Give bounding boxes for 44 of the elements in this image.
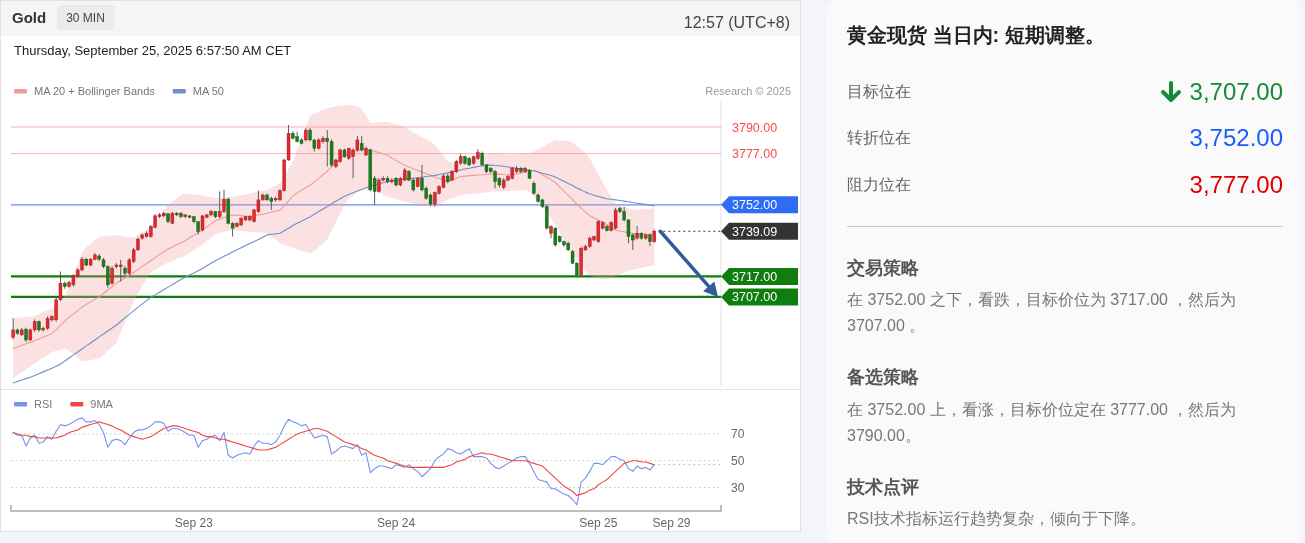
text: 黄金现货 当日内: 短期调整。 [847,23,1105,48]
text: 技术点评 [847,475,919,499]
x-tick-label: Sep 29 [652,516,691,530]
ref-label: 3752.00 [721,196,798,214]
candlestick [11,317,15,340]
text: 在 3752.00 上，看涨，目标价位定在 3777.00 ，然后为 3790.00。 [847,399,1238,446]
text: 交易策略 [847,256,919,280]
candlestick [648,233,652,247]
text: 阻力位在 [847,174,911,195]
x-tick-label: Sep 24 [377,516,416,530]
candlestick [222,189,226,214]
legend-label: 9MA [90,398,114,410]
y-tick-label: 70 [731,427,745,442]
text: 3,777.00 [1189,169,1283,200]
chart-subtitle: Thursday, September 25, 2025 6:57:50 AM CET [14,43,292,58]
candlestick [217,191,222,219]
ref-line-label: 3752.00 [732,198,778,213]
y-tick-label: 50 [731,454,745,469]
ref-label: 3777.00 [732,147,778,162]
ref-line-label: 3717.00 [732,269,778,284]
legend-label: MA 50 [192,85,224,97]
ref-label: 3790.00 [732,120,778,135]
text: 目标位在 [847,81,911,102]
ref-line-label: 3739.09 [732,224,778,239]
text: Research © 2025 [705,85,791,97]
candlestick [635,225,639,241]
ref-line-label: 3707.00 [732,290,778,305]
text: 30 MIN [66,11,105,25]
y-tick-label: 30 [731,480,745,495]
ref-label: 3707.00 [721,288,798,306]
x-tick-label: Sep 25 [579,516,618,530]
legend-label: RSI [34,398,53,410]
text: RSI技术指标运行趋势复杂，倾向于下降。 [847,509,1147,529]
x-tick-label: Sep 23 [174,516,214,530]
candlestick [596,219,601,244]
text: 在 3752.00 之下，看跌，目标价位为 3717.00 ，然后为 3707.00 。 [847,290,1238,336]
chart-title: Gold [12,9,47,26]
text: 12:57 (UTC+8) [683,14,790,31]
text: 备选策略 [847,366,919,389]
candlestick [553,226,558,248]
text: 3,707.00 [1189,76,1283,107]
legend-label: MA 20 + Bollinger Bands [34,85,156,97]
text: 3,752.00 [1189,123,1283,153]
text: 转折位在 [847,128,911,148]
